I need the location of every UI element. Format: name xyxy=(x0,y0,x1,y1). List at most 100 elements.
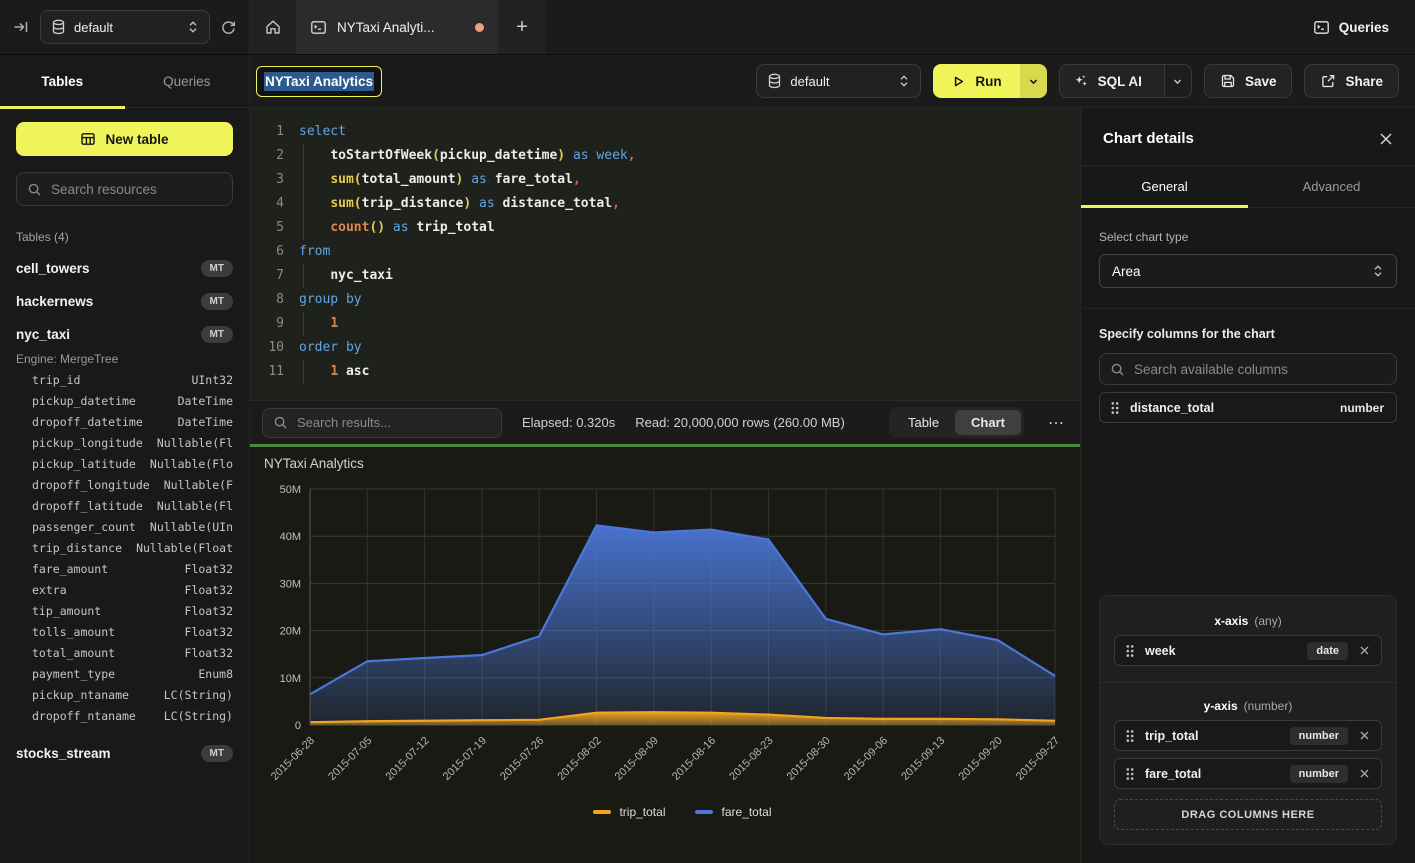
remove-icon[interactable] xyxy=(1358,729,1371,742)
drag-handle-icon[interactable] xyxy=(1125,644,1135,658)
toolbar-database-selector[interactable]: default xyxy=(756,64,921,98)
column-row-tip_amount[interactable]: tip_amountFloat32 xyxy=(16,604,233,618)
table-engine-badge: MT xyxy=(201,293,233,310)
elapsed-time: Elapsed: 0.320s xyxy=(522,415,615,430)
tab-strip: NYTaxi Analyti... + xyxy=(250,0,1313,54)
chip-column-name: trip_total xyxy=(1145,729,1198,743)
table-item-hackernews[interactable]: hackernewsMT xyxy=(16,293,233,310)
view-toggle-chart[interactable]: Chart xyxy=(955,410,1021,435)
results-toolbar: Search results... Elapsed: 0.320s Read: … xyxy=(250,400,1080,444)
share-icon xyxy=(1320,73,1336,89)
column-name: pickup_latitude xyxy=(32,457,136,471)
search-resources-input[interactable]: Search resources xyxy=(16,172,233,206)
code-text: sum(trip_distance) as distance_total, xyxy=(299,192,620,216)
column-chip-distance_total[interactable]: distance_totalnumber xyxy=(1099,392,1397,423)
tab-advanced[interactable]: Advanced xyxy=(1248,166,1415,207)
queries-button[interactable]: Queries xyxy=(1313,19,1389,36)
sql-ai-caret[interactable] xyxy=(1164,65,1191,97)
query-title-input[interactable]: NYTaxi Analytics xyxy=(256,66,382,97)
svg-text:20M: 20M xyxy=(280,626,301,638)
tab-group: NYTaxi Analyti... + xyxy=(250,0,546,54)
run-options-caret[interactable] xyxy=(1020,64,1047,98)
sql-ai-button[interactable]: SQL AI xyxy=(1059,64,1192,98)
column-chip-fare_total[interactable]: fare_totalnumber xyxy=(1114,758,1382,789)
run-icon xyxy=(951,74,966,89)
column-row-pickup_datetime[interactable]: pickup_datetimeDateTime xyxy=(16,394,233,408)
column-name: pickup_datetime xyxy=(32,394,136,408)
save-button[interactable]: Save xyxy=(1204,64,1293,98)
sidebar-tab-tables[interactable]: Tables xyxy=(0,55,125,107)
sidebar-tab-queries[interactable]: Queries xyxy=(125,55,250,107)
column-chip-trip_total[interactable]: trip_totalnumber xyxy=(1114,720,1382,751)
sql-ai-main[interactable]: SQL AI xyxy=(1060,65,1155,97)
tab-general[interactable]: General xyxy=(1081,166,1248,207)
legend-swatch xyxy=(593,810,611,814)
column-type: LC(String) xyxy=(164,709,233,723)
tab-nytaxi-analytics[interactable]: NYTaxi Analyti... xyxy=(296,0,498,54)
run-button-main[interactable]: Run xyxy=(933,64,1019,98)
database-selector[interactable]: default xyxy=(40,10,210,44)
home-tab-button[interactable] xyxy=(250,0,296,54)
share-button[interactable]: Share xyxy=(1304,64,1399,98)
column-row-pickup_latitude[interactable]: pickup_latitudeNullable(Flo xyxy=(16,457,233,471)
editor-line-10: 10order by xyxy=(260,336,1080,360)
svg-text:2015-07-26: 2015-07-26 xyxy=(498,735,546,783)
search-columns-input[interactable]: Search available columns xyxy=(1099,353,1397,385)
new-table-button[interactable]: New table xyxy=(16,122,233,156)
column-name: trip_distance xyxy=(32,541,122,555)
sidebar-tabs: Tables Queries xyxy=(0,55,249,108)
top-bar: default NYTaxi Analyti... + xyxy=(0,0,1415,55)
drag-columns-drop-zone[interactable]: DRAG COLUMNS HERE xyxy=(1114,799,1382,830)
svg-text:2015-08-09: 2015-08-09 xyxy=(613,735,661,783)
table-item-cell_towers[interactable]: cell_towersMT xyxy=(16,260,233,277)
column-row-total_amount[interactable]: total_amountFloat32 xyxy=(16,646,233,660)
columns-section: Specify columns for the chart Search ava… xyxy=(1081,309,1415,443)
column-row-pickup_longitude[interactable]: pickup_longitudeNullable(Fl xyxy=(16,436,233,450)
column-row-dropoff_longitude[interactable]: dropoff_longitudeNullable(F xyxy=(16,478,233,492)
y-axis-columns: trip_totalnumber fare_totalnumber xyxy=(1114,720,1382,789)
column-chip-week[interactable]: weekdate xyxy=(1114,635,1382,666)
column-row-fare_amount[interactable]: fare_amountFloat32 xyxy=(16,562,233,576)
more-options-icon[interactable]: ⋯ xyxy=(1044,413,1068,433)
svg-text:2015-07-12: 2015-07-12 xyxy=(383,735,431,783)
column-row-dropoff_datetime[interactable]: dropoff_datetimeDateTime xyxy=(16,415,233,429)
run-button[interactable]: Run xyxy=(933,64,1046,98)
column-row-trip_distance[interactable]: trip_distanceNullable(Float xyxy=(16,541,233,555)
line-number: 7 xyxy=(260,264,284,288)
collapse-sidebar-icon[interactable] xyxy=(12,18,30,36)
column-type: Float32 xyxy=(185,562,233,576)
drag-handle-icon[interactable] xyxy=(1110,401,1120,415)
drag-handle-icon[interactable] xyxy=(1125,729,1135,743)
rows-read-stats: Read: 20,000,000 rows (260.00 MB) xyxy=(635,415,845,430)
close-icon[interactable] xyxy=(1379,132,1393,146)
column-type: Enum8 xyxy=(198,667,233,681)
column-row-dropoff_ntaname[interactable]: dropoff_ntanameLC(String) xyxy=(16,709,233,723)
column-row-trip_id[interactable]: trip_idUInt32 xyxy=(16,373,233,387)
column-row-pickup_ntaname[interactable]: pickup_ntanameLC(String) xyxy=(16,688,233,702)
sql-editor[interactable]: 1select2 toStartOfWeek(pickup_datetime) … xyxy=(250,108,1080,400)
table-item-stocks_stream[interactable]: stocks_streamMT xyxy=(16,745,233,762)
legend-item-fare_total[interactable]: fare_total xyxy=(695,805,771,819)
search-icon xyxy=(1110,362,1125,377)
column-row-passenger_count[interactable]: passenger_countNullable(UIn xyxy=(16,520,233,534)
tab-title: NYTaxi Analyti... xyxy=(337,20,435,35)
column-row-dropoff_latitude[interactable]: dropoff_latitudeNullable(Fl xyxy=(16,499,233,513)
legend-item-trip_total[interactable]: trip_total xyxy=(593,805,665,819)
column-row-payment_type[interactable]: payment_typeEnum8 xyxy=(16,667,233,681)
drag-handle-icon[interactable] xyxy=(1125,767,1135,781)
chart-type-select[interactable]: Area xyxy=(1099,254,1397,288)
column-type: Float32 xyxy=(185,583,233,597)
table-engine-detail: Engine: MergeTree xyxy=(16,352,233,366)
remove-icon[interactable] xyxy=(1358,644,1371,657)
table-item-nyc_taxi[interactable]: nyc_taxiMT xyxy=(16,326,233,343)
remove-icon[interactable] xyxy=(1358,767,1371,780)
chart-type-value: Area xyxy=(1112,264,1141,279)
refresh-icon[interactable] xyxy=(220,19,237,36)
new-tab-icon[interactable]: + xyxy=(498,0,546,54)
search-results-input[interactable]: Search results... xyxy=(262,408,502,438)
view-toggle-table[interactable]: Table xyxy=(892,410,955,435)
column-row-tolls_amount[interactable]: tolls_amountFloat32 xyxy=(16,625,233,639)
column-name: trip_id xyxy=(32,373,80,387)
column-row-extra[interactable]: extraFloat32 xyxy=(16,583,233,597)
code-text: nyc_taxi xyxy=(299,264,393,288)
